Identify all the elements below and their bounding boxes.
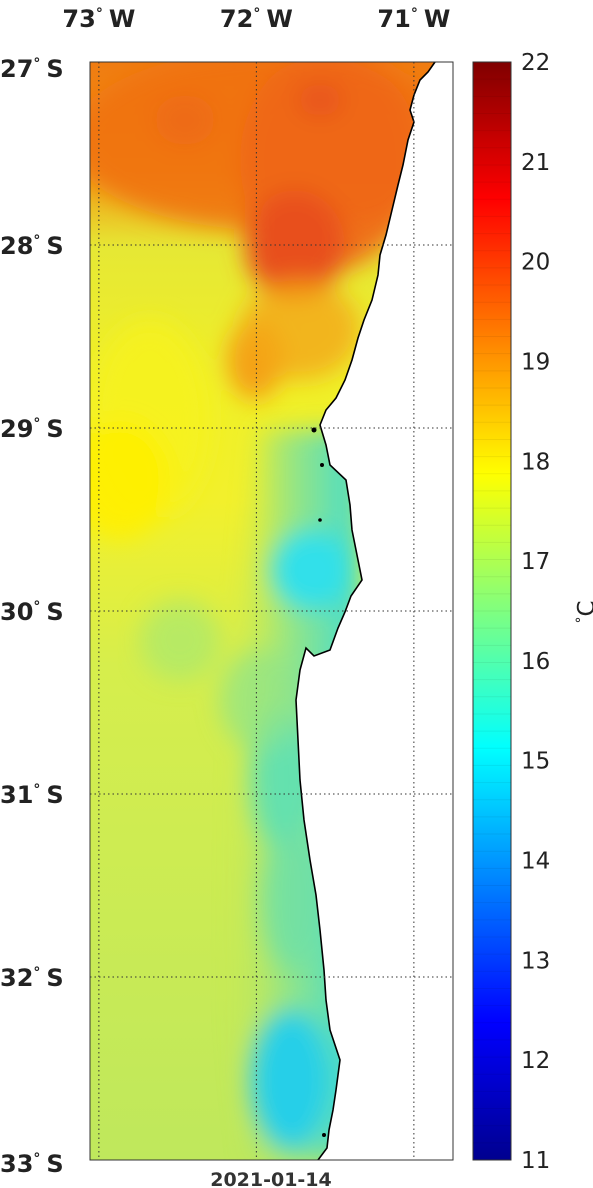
longitude-labels: 73° W 72° W 71° W: [62, 5, 450, 33]
latitude-label: 28° S: [0, 232, 64, 260]
island: [318, 518, 322, 522]
island: [320, 463, 324, 467]
colorbar-bands: [473, 78, 511, 1144]
colorbar-tick-label: 11: [521, 1148, 550, 1174]
island: [311, 427, 317, 433]
colorbar-tick-label: 13: [521, 948, 550, 974]
longitude-label: 72° W: [220, 5, 293, 33]
colorbar-tick-label: 14: [521, 849, 550, 875]
latitude-label: 31° S: [0, 781, 64, 809]
colorbar-tick-label: 17: [521, 549, 550, 575]
coastline: [295, 61, 436, 1161]
date-label: 2021-01-14: [210, 1169, 332, 1188]
colorbar-unit-text: C: [574, 600, 593, 616]
longitude-label: 71° W: [377, 5, 450, 33]
colorbar-tick-label: 16: [521, 649, 550, 675]
island: [322, 1133, 326, 1137]
colorbar-tick-label: 18: [521, 449, 550, 475]
colorbar-tick-label: 12: [521, 1048, 550, 1074]
latitude-label: 32° S: [0, 964, 64, 992]
gridlines: [90, 62, 453, 1160]
svg-text:°C: °C: [574, 600, 593, 623]
latitude-label: 33° S: [0, 1150, 64, 1178]
latitude-labels: 27° S 28° S 29° S 30° S 31° S 32° S 33° S: [0, 55, 64, 1178]
colorbar-tick-label: 20: [521, 250, 550, 276]
latitude-label: 27° S: [0, 55, 64, 83]
latitude-label: 30° S: [0, 598, 64, 626]
colorbar-tick-label: 15: [521, 749, 550, 775]
colorbar-tick-label: 21: [521, 150, 550, 176]
latitude-label: 29° S: [0, 415, 64, 443]
colorbar-tick-label: 19: [521, 349, 550, 375]
colorbar-ticks: 22 21 20 19 18 17 16 15 14 13 12 11: [521, 50, 550, 1174]
colorbar-unit: °C: [574, 600, 593, 623]
longitude-label: 73° W: [62, 5, 135, 33]
colorbar-tick-label: 22: [521, 50, 550, 76]
colorbar: [472, 61, 512, 1161]
map-frame: [89, 61, 454, 1161]
